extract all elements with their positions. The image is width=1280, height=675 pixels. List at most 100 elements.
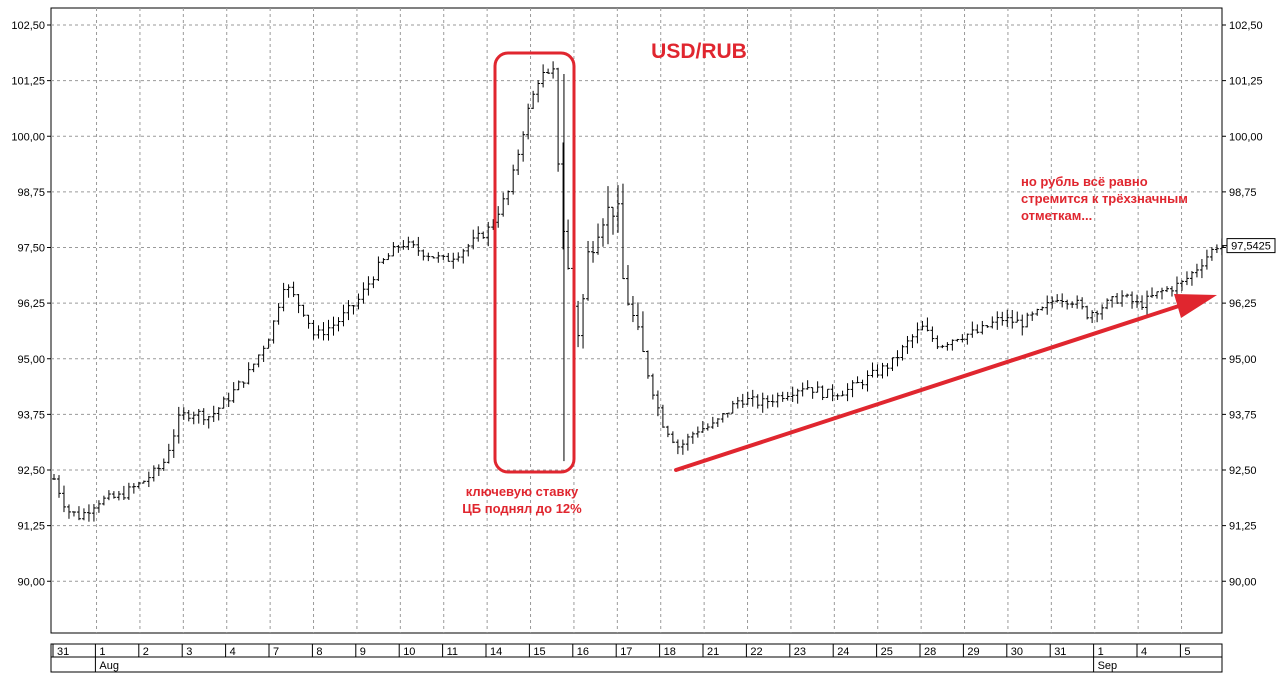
date-label: 8 <box>316 646 322 658</box>
price-bar <box>601 218 606 247</box>
price-bar <box>306 314 311 329</box>
price-bar <box>76 506 81 521</box>
price-bar <box>386 253 391 261</box>
price-bar <box>630 296 635 323</box>
price-bar <box>840 390 845 397</box>
price-bar <box>446 252 451 262</box>
price-bar <box>845 383 850 402</box>
price-bar <box>660 404 665 428</box>
price-bar <box>700 421 705 433</box>
price-bar <box>196 408 201 424</box>
price-bar <box>685 433 690 451</box>
price-bar <box>1015 311 1020 323</box>
price-bar <box>461 248 466 264</box>
price-bar <box>715 418 720 427</box>
price-bar <box>156 464 161 477</box>
price-bar <box>216 407 221 421</box>
price-bar <box>226 392 231 407</box>
price-bar <box>281 282 286 312</box>
price-bar <box>950 339 955 351</box>
price-bar <box>765 395 770 409</box>
date-label: 31 <box>1054 646 1066 658</box>
price-bar <box>251 363 256 373</box>
price-bar <box>541 64 546 88</box>
price-bar <box>1055 294 1060 303</box>
price-bar <box>650 373 655 400</box>
price-bar <box>231 382 236 403</box>
price-bar <box>291 281 296 298</box>
price-bar <box>356 293 361 310</box>
price-bar <box>151 465 156 482</box>
price-bar <box>286 284 291 298</box>
price-bar <box>52 473 56 481</box>
price-bar <box>960 334 965 343</box>
date-label: 4 <box>230 646 236 658</box>
price-bar <box>246 362 251 385</box>
price-bar <box>121 485 126 500</box>
price-bar <box>416 236 421 256</box>
price-bar <box>1000 311 1005 326</box>
price-bar <box>1040 306 1045 311</box>
price-bar <box>371 276 376 289</box>
price-bar <box>436 251 441 263</box>
last-price-label: 97,5425 <box>1231 241 1271 253</box>
price-bar <box>935 335 940 350</box>
price-bar <box>995 311 1000 330</box>
y-tick-label-right: 93,75 <box>1229 409 1257 421</box>
price-bar <box>1184 271 1189 286</box>
y-tick-label-left: 102,50 <box>11 20 45 32</box>
price-bar <box>825 388 830 398</box>
date-label: 11 <box>447 646 458 658</box>
price-bar <box>241 381 246 388</box>
price-bar <box>975 324 980 334</box>
price-bar <box>1130 291 1135 309</box>
price-bar <box>476 226 481 242</box>
date-label: 10 <box>403 646 415 658</box>
price-bar <box>526 103 531 140</box>
price-bar <box>710 416 715 429</box>
price-bar <box>655 390 660 417</box>
price-bar <box>181 407 186 420</box>
price-bar <box>366 276 371 296</box>
price-bar <box>740 393 745 408</box>
price-bar <box>536 80 541 103</box>
price-bar <box>1115 293 1120 305</box>
price-bar <box>256 354 261 368</box>
price-bar <box>645 350 650 379</box>
price-bar <box>1065 299 1070 310</box>
price-bar <box>431 256 436 259</box>
y-tick-label-left: 96,25 <box>17 298 45 310</box>
price-bar <box>321 322 326 341</box>
y-tick-label-left: 95,00 <box>17 354 45 366</box>
price-bar <box>920 320 925 331</box>
price-bar <box>201 408 206 425</box>
price-bar <box>581 294 586 349</box>
price-bar <box>810 387 815 399</box>
grid <box>50 7 1223 634</box>
price-bar <box>875 364 880 378</box>
price-bar <box>760 392 765 413</box>
price-bar <box>1075 295 1080 309</box>
price-bar <box>576 300 581 348</box>
y-tick-label-left: 92,50 <box>17 465 45 477</box>
price-bar <box>511 164 516 195</box>
price-bar <box>850 380 855 398</box>
price-bar <box>346 300 351 321</box>
price-bar <box>1160 287 1165 300</box>
last-price-box <box>1226 238 1276 254</box>
price-bar <box>131 483 136 494</box>
price-bar <box>71 511 76 517</box>
price-bar <box>1005 309 1010 327</box>
y-tick-label-right: 102,50 <box>1229 20 1263 32</box>
price-bar <box>426 252 431 262</box>
date-label: 21 <box>707 646 719 658</box>
price-bar <box>341 304 346 327</box>
price-bar <box>66 504 71 519</box>
y-tick-label-left: 90,00 <box>17 576 45 588</box>
price-bar <box>1060 293 1065 308</box>
price-bar <box>1070 301 1075 308</box>
price-bar <box>925 317 930 332</box>
price-bar <box>206 415 211 429</box>
price-bar <box>86 504 91 522</box>
